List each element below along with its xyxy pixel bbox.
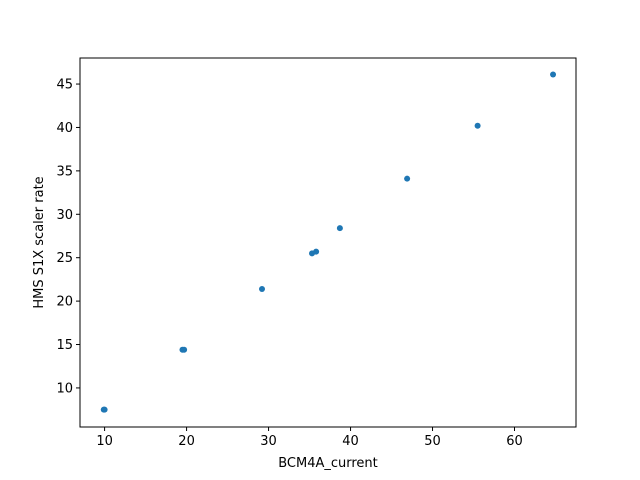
y-tick-label: 25: [56, 251, 73, 266]
x-axis: 10 20 30 40 50 60: [96, 427, 523, 449]
y-tick-label: 35: [56, 164, 73, 179]
x-tick-label: 10: [96, 434, 113, 449]
y-tick-label: 30: [56, 208, 73, 223]
y-tick-label: 45: [56, 78, 73, 93]
x-tick-label: 40: [342, 434, 359, 449]
data-point: [313, 248, 320, 255]
x-tick-label: 60: [506, 434, 523, 449]
y-axis: 10 15 20 25 30 35 40 45: [56, 78, 80, 396]
x-axis-label: BCM4A_current: [278, 456, 378, 471]
data-points: [100, 71, 557, 413]
data-point: [259, 285, 266, 292]
plot-frame: [79, 57, 577, 428]
data-point: [404, 175, 411, 182]
x-tick-label: 50: [424, 434, 441, 449]
data-point: [336, 225, 343, 232]
y-tick-label: 40: [56, 121, 73, 136]
y-tick-label: 15: [56, 338, 73, 353]
y-axis-label: HMS S1X scaler rate: [32, 176, 47, 308]
data-point: [550, 71, 557, 78]
y-tick-label: 20: [56, 295, 73, 310]
x-tick-label: 20: [178, 434, 195, 449]
data-point: [101, 406, 108, 413]
y-tick-label: 10: [56, 381, 73, 396]
data-point: [474, 122, 481, 129]
x-tick-label: 30: [260, 434, 277, 449]
data-point: [181, 346, 188, 353]
